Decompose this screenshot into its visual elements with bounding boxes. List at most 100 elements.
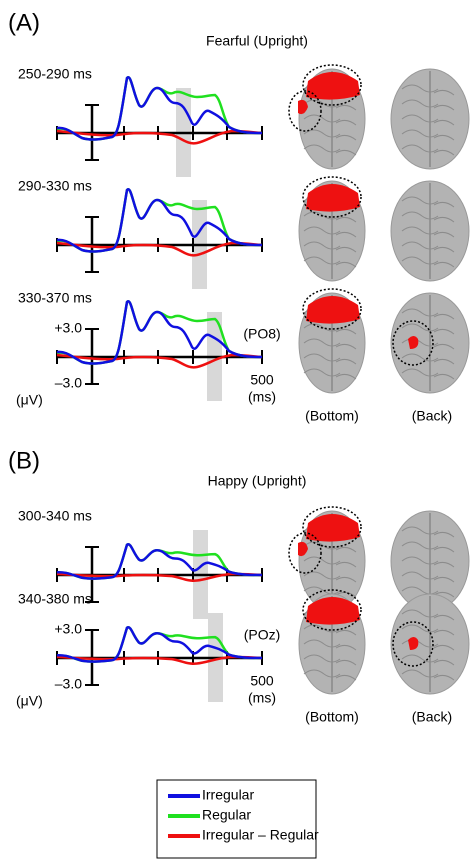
activation: [306, 184, 360, 212]
brain-gyrus: [303, 129, 357, 141]
time-unit: (ms): [248, 690, 276, 706]
waveforms: [57, 627, 262, 663]
brain-gyrus: [303, 586, 357, 598]
waveforms: [57, 301, 262, 367]
activation: [298, 541, 308, 557]
view-label: (Bottom): [305, 709, 359, 725]
time-end: 500: [250, 673, 274, 689]
scale-bottom: –3.0: [55, 375, 82, 391]
scale-top: +3.0: [54, 320, 82, 336]
brain-gyrus: [303, 144, 357, 156]
time-window: 300-340 ms: [18, 508, 92, 524]
brain-gyrus: [401, 144, 455, 156]
waveforms: [57, 544, 262, 580]
brain-gyrus: [303, 323, 357, 335]
brain-gyrus: [303, 571, 357, 583]
brain-gyrus: [303, 226, 357, 238]
brain-gyrus: [401, 84, 455, 96]
highlight-circle: [392, 320, 434, 366]
brain-gyrus: [303, 353, 357, 365]
legend-label: Irregular – Regular: [202, 827, 319, 843]
brain-gyrus: [401, 241, 455, 253]
legend-label: Regular: [202, 807, 251, 823]
view-label: (Back): [412, 408, 452, 424]
view-label: (Back): [412, 709, 452, 725]
brain-gyrus: [401, 196, 455, 208]
waveform: [57, 544, 262, 578]
activation: [306, 296, 360, 324]
brain-gyrus: [401, 308, 455, 320]
scale-unit: (μV): [16, 392, 43, 408]
brain-gyrus: [401, 323, 455, 335]
brain-gyrus: [401, 639, 455, 651]
scale-top: +3.0: [54, 621, 82, 637]
brain-gyrus: [303, 114, 357, 126]
legend-label: Irregular: [202, 787, 254, 803]
time-window: 340-380 ms: [18, 591, 92, 607]
brain-gyrus: [303, 541, 357, 553]
highlight-circle: [392, 621, 434, 667]
brain-gyrus: [401, 556, 455, 568]
brain-gyrus: [401, 114, 455, 126]
waveform: [57, 301, 262, 363]
brain-gyrus: [401, 624, 455, 636]
brain-gyrus: [303, 654, 357, 666]
brain-gyrus: [401, 368, 455, 380]
waveforms: [57, 77, 262, 143]
time-window: 250-290 ms: [18, 66, 92, 82]
waveform: [57, 189, 262, 251]
legend-box: [156, 779, 317, 859]
highlight-circle: [288, 90, 322, 132]
highlight-circle: [302, 589, 362, 631]
scale-unit: (μV): [16, 693, 43, 709]
brain-gyrus: [401, 571, 455, 583]
activation: [298, 99, 308, 115]
brain-gyrus: [401, 129, 455, 141]
brain-gyrus: [401, 256, 455, 268]
highlight-circle: [302, 176, 362, 218]
brain-gyrus: [401, 654, 455, 666]
electrode: (PO8): [243, 326, 280, 342]
activation: [408, 336, 419, 349]
time-unit: (ms): [248, 389, 276, 405]
brain-gyrus: [303, 639, 357, 651]
time-window: 330-370 ms: [18, 290, 92, 306]
brain-gyrus: [303, 241, 357, 253]
panel-title: Happy (Upright): [208, 473, 307, 489]
brain-gyrus: [303, 556, 357, 568]
brain-gyrus: [303, 368, 357, 380]
activation: [306, 72, 360, 100]
brain-gyrus: [303, 256, 357, 268]
panel-label: (B): [8, 447, 40, 474]
electrode: (POz): [244, 627, 281, 643]
activation: [306, 514, 360, 542]
waveforms: [57, 189, 262, 255]
brain-gyrus: [401, 541, 455, 553]
brain-gyrus: [401, 353, 455, 365]
panel-title: Fearful (Upright): [206, 33, 308, 49]
brain-gyrus: [401, 609, 455, 621]
view-label: (Bottom): [305, 408, 359, 424]
brain-gyrus: [401, 99, 455, 111]
brain-gyrus: [401, 338, 455, 350]
activation: [408, 637, 419, 650]
activation: [306, 597, 360, 625]
brain-gyrus: [303, 624, 357, 636]
brain-gyrus: [303, 211, 357, 223]
panel-label: (A): [8, 9, 40, 36]
waveform: [57, 77, 262, 139]
highlight-circle: [288, 532, 322, 574]
brain-gyrus: [303, 338, 357, 350]
brain-gyrus: [401, 211, 455, 223]
brain-gyrus: [401, 669, 455, 681]
highlight-circle: [302, 288, 362, 330]
time-window: 290-330 ms: [18, 178, 92, 194]
scale-bottom: –3.0: [55, 676, 82, 692]
brain-gyrus: [401, 226, 455, 238]
waveform: [57, 627, 262, 661]
brain-gyrus: [401, 526, 455, 538]
time-end: 500: [250, 372, 274, 388]
brain-gyrus: [303, 99, 357, 111]
highlight-circle: [302, 64, 362, 106]
